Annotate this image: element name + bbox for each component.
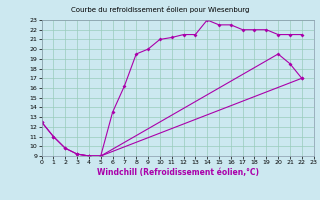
X-axis label: Windchill (Refroidissement éolien,°C): Windchill (Refroidissement éolien,°C)	[97, 168, 259, 177]
Text: Courbe du refroidissement éolien pour Wiesenburg: Courbe du refroidissement éolien pour Wi…	[71, 6, 249, 13]
